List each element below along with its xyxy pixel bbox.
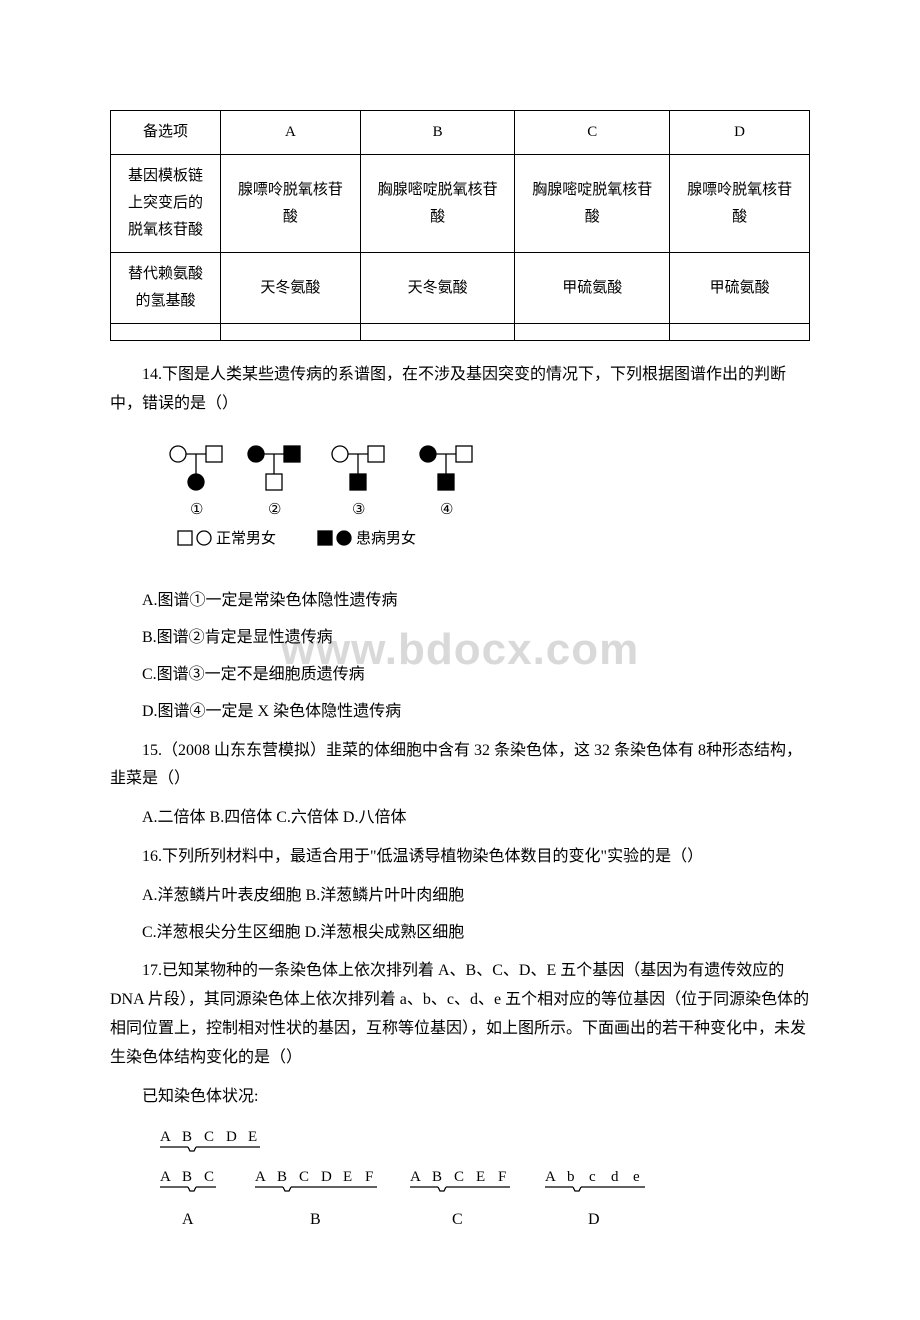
table-cell: 甲硫氨酸 [670, 253, 810, 324]
svg-text:正常男女: 正常男女 [216, 529, 276, 547]
options-table: 备选项 A B C D 基因模板链上突变后的脱氧核苷酸 腺嘌呤脱氧核苷酸 胸腺嘧… [110, 110, 810, 341]
svg-text:e: e [633, 1169, 640, 1185]
table-cell: 基因模板链上突变后的脱氧核苷酸 [111, 155, 221, 253]
svg-text:A: A [160, 1129, 171, 1145]
table-cell: 天冬氨酸 [221, 253, 361, 324]
svg-text:B: B [310, 1211, 321, 1228]
svg-text:A: A [410, 1169, 421, 1185]
q16-stem: 16.下列所列材料中，最适合用于"低温诱导植物染色体数目的变化"实验的是（） [110, 843, 810, 872]
table-cell: 甲硫氨酸 [515, 253, 670, 324]
pedigree-diagram: ① ② ③ ④ 正常男女 患病男女 [160, 439, 520, 559]
table-header: B [360, 111, 515, 155]
q14-optD: D.图谱④一定是 X 染色体隐性遗传病 [110, 698, 810, 727]
table-header: D [670, 111, 810, 155]
svg-text:c: c [589, 1169, 596, 1185]
svg-text:E: E [343, 1169, 352, 1185]
svg-text:C: C [204, 1129, 214, 1145]
q17-stem: 17.已知某物种的一条染色体上依次排列着 A、B、C、D、E 五个基因（基因为有… [110, 957, 810, 1072]
table-cell: 胸腺嘧啶脱氧核苷酸 [515, 155, 670, 253]
chromosome-diagram: A B C D E A B C A B C D E F [160, 1129, 680, 1239]
svg-text:D: D [226, 1129, 237, 1145]
table-cell: 腺嘌呤脱氧核苷酸 [221, 155, 361, 253]
table-cell [670, 324, 810, 341]
q14-optC: C.图谱③一定不是细胞质遗传病 [110, 661, 810, 690]
svg-text:②: ② [268, 502, 281, 518]
svg-text:D: D [588, 1211, 600, 1228]
svg-text:E: E [248, 1129, 257, 1145]
table-header: 备选项 [111, 111, 221, 155]
svg-text:D: D [321, 1169, 332, 1185]
q14-optA: A.图谱①一定是常染色体隐性遗传病 [110, 587, 810, 616]
table-header: C [515, 111, 670, 155]
q16-line1: A.洋葱鳞片叶表皮细胞 B.洋葱鳞片叶叶肉细胞 [110, 882, 810, 911]
svg-text:C: C [204, 1169, 214, 1185]
svg-text:①: ① [190, 502, 203, 518]
svg-text:b: b [567, 1169, 575, 1185]
table-row [111, 324, 810, 341]
table-cell [111, 324, 221, 341]
table-cell [221, 324, 361, 341]
svg-text:B: B [182, 1129, 192, 1145]
svg-text:F: F [365, 1169, 373, 1185]
table-row: 替代赖氨酸的氢基酸 天冬氨酸 天冬氨酸 甲硫氨酸 甲硫氨酸 [111, 253, 810, 324]
table-cell: 替代赖氨酸的氢基酸 [111, 253, 221, 324]
svg-text:d: d [611, 1169, 619, 1185]
svg-text:④: ④ [440, 502, 453, 518]
svg-text:A: A [160, 1169, 171, 1185]
svg-text:C: C [299, 1169, 309, 1185]
q16-line2: C.洋葱根尖分生区细胞 D.洋葱根尖成熟区细胞 [110, 919, 810, 948]
svg-text:A: A [545, 1169, 556, 1185]
svg-text:A: A [255, 1169, 266, 1185]
q15-stem: 15.（2008 山东东营模拟）韭菜的体细胞中含有 32 条染色体，这 32 条… [110, 737, 810, 795]
svg-text:③: ③ [352, 502, 365, 518]
table-cell [360, 324, 515, 341]
q15-opts: A.二倍体 B.四倍体 C.六倍体 D.八倍体 [110, 804, 810, 833]
svg-text:F: F [498, 1169, 506, 1185]
q17-known-label: 已知染色体状况: [110, 1083, 810, 1112]
svg-text:E: E [476, 1169, 485, 1185]
table-row: 备选项 A B C D [111, 111, 810, 155]
svg-text:C: C [452, 1211, 463, 1228]
table-cell [515, 324, 670, 341]
table-cell: 胸腺嘧啶脱氧核苷酸 [360, 155, 515, 253]
table-row: 基因模板链上突变后的脱氧核苷酸 腺嘌呤脱氧核苷酸 胸腺嘧啶脱氧核苷酸 胸腺嘧啶脱… [111, 155, 810, 253]
svg-text:B: B [182, 1169, 192, 1185]
q14-stem: 14.下图是人类某些遗传病的系谱图，在不涉及基因突变的情况下，下列根据图谱作出的… [110, 361, 810, 419]
q14-optB: B.图谱②肯定是显性遗传病 [110, 624, 810, 653]
table-cell: 腺嘌呤脱氧核苷酸 [670, 155, 810, 253]
svg-text:B: B [432, 1169, 442, 1185]
table-cell: 天冬氨酸 [360, 253, 515, 324]
table-header: A [221, 111, 361, 155]
svg-text:C: C [454, 1169, 464, 1185]
svg-text:A: A [182, 1211, 194, 1228]
svg-text:患病男女: 患病男女 [356, 529, 416, 547]
svg-text:B: B [277, 1169, 287, 1185]
